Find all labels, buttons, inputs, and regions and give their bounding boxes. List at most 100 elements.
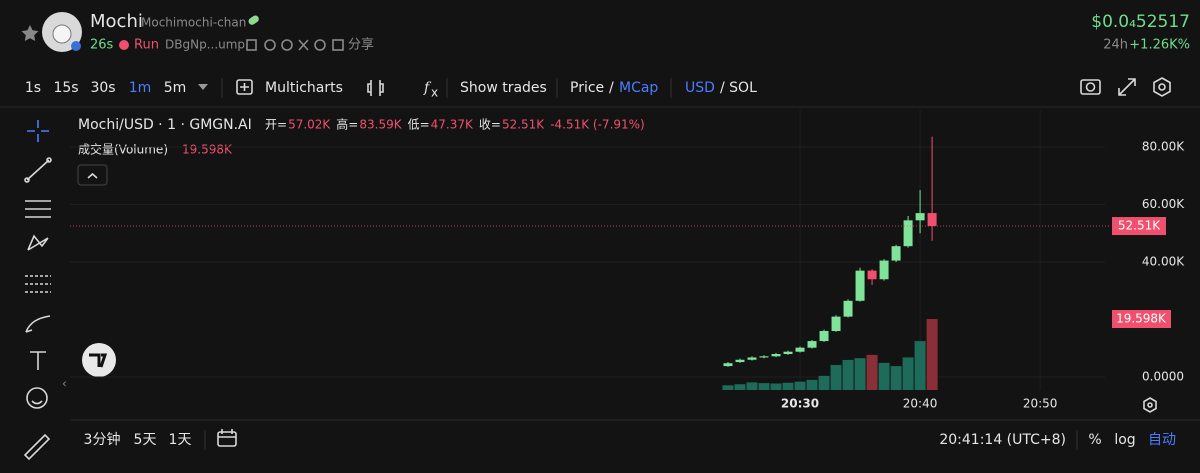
- ohlc-value: 83.59K: [359, 118, 402, 132]
- auto-toggle[interactable]: 自动: [1148, 432, 1176, 448]
- drawing-tools[interactable]: [23, 120, 52, 461]
- range[interactable]: 5天: [134, 432, 157, 448]
- collapse-legend[interactable]: [77, 164, 108, 186]
- sol-toggle[interactable]: / SOL: [720, 80, 757, 96]
- volume-bar: [866, 354, 878, 390]
- candle-body: [879, 260, 889, 280]
- show-trades[interactable]: Show trades: [460, 80, 547, 96]
- last-volume-box: [1112, 310, 1171, 329]
- candle-body: [855, 270, 865, 301]
- volume-bar: [806, 379, 818, 390]
- interval-group: 1s 15s 30s 1m 5m: [25, 80, 186, 96]
- candle-body: [843, 300, 853, 317]
- multicharts-icon[interactable]: [236, 79, 253, 95]
- last-price-box: [1112, 217, 1166, 236]
- collapse-arrow[interactable]: ‹: [62, 377, 67, 391]
- volume-bar: [722, 385, 734, 390]
- candle-body: [759, 356, 769, 358]
- candle-body: [723, 363, 733, 367]
- volume-bar: [782, 382, 794, 390]
- star-icon[interactable]: [21, 25, 39, 41]
- candle-body: [795, 347, 805, 352]
- social-icons[interactable]: [246, 39, 344, 51]
- token-handle: Mochimochi-chan: [141, 16, 246, 30]
- percent-toggle[interactable]: %: [1088, 432, 1101, 448]
- candle-body: [819, 331, 829, 342]
- interval[interactable]: 30s: [90, 80, 115, 96]
- fx-icon-x: x: [431, 86, 438, 100]
- last-price-label: 52.51K: [1118, 219, 1161, 233]
- share[interactable]: 分享: [348, 37, 374, 53]
- multicharts[interactable]: Multicharts: [265, 80, 343, 96]
- interval[interactable]: 1m: [129, 80, 152, 96]
- candle-body: [747, 357, 757, 360]
- dropdown-arrow[interactable]: [198, 84, 208, 90]
- candle-icon[interactable]: [367, 80, 384, 96]
- range[interactable]: 1天: [169, 432, 192, 448]
- candle-body: [903, 220, 913, 247]
- candle-body: [735, 359, 745, 363]
- collapse-legend-icon: [87, 172, 98, 179]
- last-volume-label: 19.598K: [1116, 312, 1167, 326]
- clock: 20:41:14 (UTC+8): [939, 432, 1066, 448]
- y-tick-label: 0.0000: [1142, 370, 1184, 384]
- separator: /: [609, 80, 614, 96]
- change-period: 24h: [1103, 38, 1128, 53]
- volume-bar: [794, 381, 806, 390]
- mcap-toggle[interactable]: MCap: [619, 80, 658, 96]
- date-range-icon[interactable]: [217, 429, 237, 447]
- volume-bar: [914, 341, 926, 390]
- volume-bar: [878, 362, 890, 390]
- interval[interactable]: 1s: [25, 80, 41, 96]
- ohlc-key: 高=: [336, 117, 358, 132]
- volume-bar: [902, 357, 914, 390]
- interval[interactable]: 15s: [53, 80, 78, 96]
- ohlc-key: 开=: [265, 118, 287, 132]
- volume-bar: [842, 359, 854, 390]
- ohlc-value: 52.51K: [502, 118, 545, 132]
- interval[interactable]: 5m: [164, 80, 187, 96]
- ohlc-key: 低=: [408, 118, 430, 132]
- log-toggle[interactable]: log: [1114, 432, 1135, 448]
- ohlc-change: -4.51K (-7.91%): [550, 118, 645, 132]
- candle-body: [771, 354, 781, 357]
- price-toggle[interactable]: Price: [570, 80, 604, 96]
- ohlc-value: 47.37K: [431, 118, 474, 132]
- volume-legend-value: 19.598K: [182, 143, 233, 157]
- volume-bar: [818, 375, 830, 390]
- run-icon: [119, 40, 129, 50]
- volume-bar: [890, 366, 902, 390]
- avatar-badge: [71, 41, 81, 51]
- y-tick-label: 40.00K: [1142, 255, 1185, 269]
- ohlc-legend: 开= 57.02K 高= 83.59K 低= 47.37K 收= 52.51K -4.51K (…: [265, 117, 645, 132]
- axis-settings[interactable]: [1143, 397, 1157, 413]
- volume-bar: [770, 383, 782, 390]
- volume-bar: [746, 382, 758, 390]
- pill-icon: [248, 15, 259, 25]
- volume-bar: [758, 383, 770, 390]
- candle-body: [807, 341, 817, 348]
- range[interactable]: 3分钟: [84, 431, 121, 448]
- x-tick-label: 20:50: [1023, 397, 1058, 411]
- token-age: 26s: [90, 38, 114, 53]
- volume-title: 成交量(Volume): [78, 142, 168, 157]
- y-tick-label: 80.00K: [1142, 140, 1185, 154]
- multicharts-plus: [240, 83, 249, 91]
- toolbar-right-icons[interactable]: [1080, 77, 1171, 97]
- tv-logo-mark: [89, 353, 108, 368]
- candle-body: [927, 213, 937, 227]
- avatar-face: [52, 24, 72, 44]
- chart-title: Mochi/USD · 1 · GMGN.AI: [78, 117, 252, 133]
- address[interactable]: DBgNp...ump: [165, 38, 245, 52]
- plot: [70, 136, 1110, 390]
- ohlc-key: 收=: [479, 118, 501, 132]
- status: Run: [134, 38, 159, 53]
- usd-toggle[interactable]: USD: [685, 80, 715, 96]
- x-tick-label: 20:30: [781, 397, 819, 411]
- range-group: 3分钟 5天 1天: [84, 431, 192, 448]
- candle-body: [831, 316, 841, 332]
- candle-body: [915, 213, 925, 221]
- fx-icon[interactable]: f: [423, 80, 432, 96]
- axes: 0.0000 40.00K 60.00K 80.00K 20:30 20:40 20:50 5…: [781, 140, 1185, 411]
